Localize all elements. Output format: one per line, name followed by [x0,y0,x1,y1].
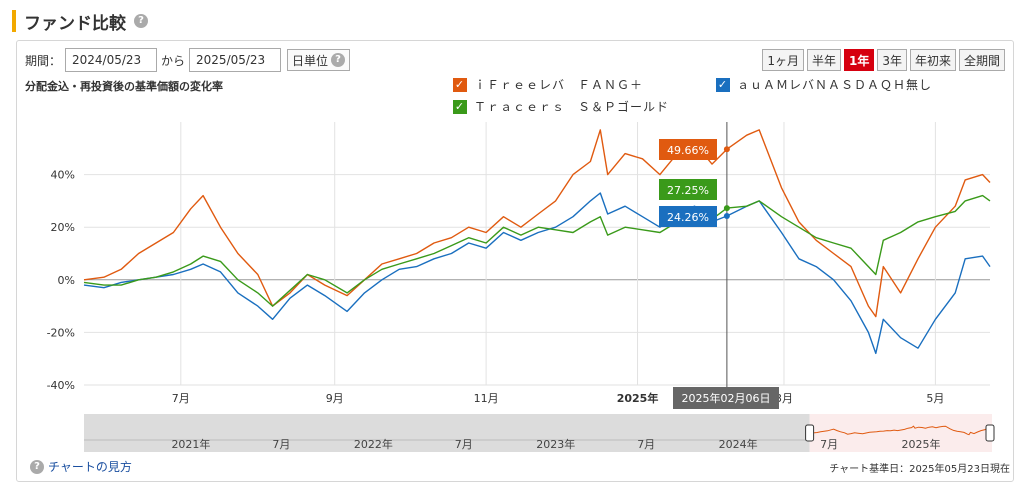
y-tick-label: 0% [58,274,75,287]
range-button-1[interactable]: 半年 [806,49,841,71]
x-tick-label: 5月 [926,392,944,405]
crosshair-value-box [659,206,717,227]
legend-checkbox-gold[interactable]: ✓ [453,99,467,114]
x-tick-label: 2025年 [617,391,659,405]
crosshair-point [723,205,730,212]
crosshair-value-box [659,139,717,160]
range-button-4[interactable]: 年初来 [909,49,956,71]
from-to-label: から [161,53,186,68]
navigator-unselected-area[interactable] [84,414,810,452]
crosshair-point [723,212,730,219]
legend-checkbox-fang[interactable]: ✓ [453,77,467,92]
navigator-tick-label: 2023年 [536,437,575,451]
x-tick-label: 11月 [474,392,499,405]
page-title: ファンド比較 [24,13,126,34]
legend-checkbox-nasdaq[interactable]: ✓ [716,77,730,92]
unit-help-icon: ? [331,53,346,67]
page-header: ファンド比較 ? [12,8,148,34]
navigator-handle-0[interactable] [805,424,815,442]
period-label: 期間： [25,53,62,68]
navigator-selected-area[interactable] [809,414,992,452]
chart-help-icon: ? [30,459,44,474]
legend-item-gold[interactable]: ✓ Ｔｒａｃｅｒｓ Ｓ＆Ｐゴールド [453,98,669,115]
chart-panel: 期間： 2024/05/23 から 2025/05/23 日単位 ? 1ヶ月 半年… [16,40,1014,482]
unit-label: 日単位 [292,53,329,68]
navigator-tick-label: 7月 [272,438,290,451]
navigator-tick-label: 7月 [455,438,473,451]
navigator-tick-label: 7月 [637,438,655,451]
navigator-handle-1[interactable] [985,424,995,442]
navigator-tick-label: 2022年 [354,437,393,451]
crosshair-value-label: 24.26% [667,211,709,224]
y-tick-label: -20% [47,326,75,339]
chart-base-date: チャート基準日：2025年05月23日現在 [829,464,1010,475]
navigator-tick-label: 2025年 [902,437,941,451]
legend-label-fang: ｉＦｒｅｅレバ ＦＡＮＧ＋ [474,78,644,92]
x-tick-label: 9月 [326,392,344,405]
date-to-input[interactable]: 2025/05/23 [189,48,282,72]
range-button-5[interactable]: 全期間 [958,49,1005,71]
x-tick-label: 3月 [775,392,793,405]
date-from-input[interactable]: 2024/05/23 [65,48,158,72]
legend-item-fang[interactable]: ✓ ｉＦｒｅｅレバ ＦＡＮＧ＋ [453,76,643,93]
chart-subtitle: 分配金込・再投資後の基準価額の変化率 [25,80,223,93]
legend-item-nasdaq[interactable]: ✓ ａｕＡＭレバＮＡＳＤＡＱＨ無し [716,76,932,93]
title-help-icon[interactable]: ? [134,14,148,28]
navigator-series-line [809,425,993,436]
range-button-3[interactable]: 3年 [877,49,907,71]
range-button-group: 1ヶ月 半年 1年 3年 年初来 全期間 [759,49,1005,71]
x-tick-label: 7月 [172,392,190,405]
range-button-2[interactable]: 1年 [843,49,875,71]
y-tick-label: -40% [47,379,75,392]
crosshair-value-box [659,179,717,200]
legend-label-nasdaq: ａｕＡＭレバＮＡＳＤＡＱＨ無し [737,78,933,92]
crosshair-value-label: 49.66% [667,144,709,157]
title-accent-bar [12,10,16,32]
series-line-0 [83,129,991,318]
crosshair-point [723,146,730,153]
navigator-tick-label: 2024年 [719,437,758,451]
y-tick-label: 40% [51,169,75,182]
series-line-1 [83,192,991,355]
chart-help-label: チャートの見方 [48,460,132,474]
unit-selector-button[interactable]: 日単位 ? [287,49,351,71]
period-selector: 期間： 2024/05/23 から 2025/05/23 日単位 ? [25,48,351,72]
crosshair-value-label: 27.25% [667,184,709,197]
legend-label-gold: Ｔｒａｃｅｒｓ Ｓ＆Ｐゴールド [474,100,670,114]
crosshair-date-label: 2025年02月06日 [682,391,771,405]
y-tick-label: 20% [51,221,75,234]
chart-help-link[interactable]: ? チャートの見方 [30,458,132,475]
crosshair-date-box [673,387,779,409]
navigator-tick-label: 2021年 [171,437,210,451]
navigator-tick-label: 7月 [820,438,838,451]
range-button-0[interactable]: 1ヶ月 [762,49,804,71]
series-line-2 [83,194,991,307]
